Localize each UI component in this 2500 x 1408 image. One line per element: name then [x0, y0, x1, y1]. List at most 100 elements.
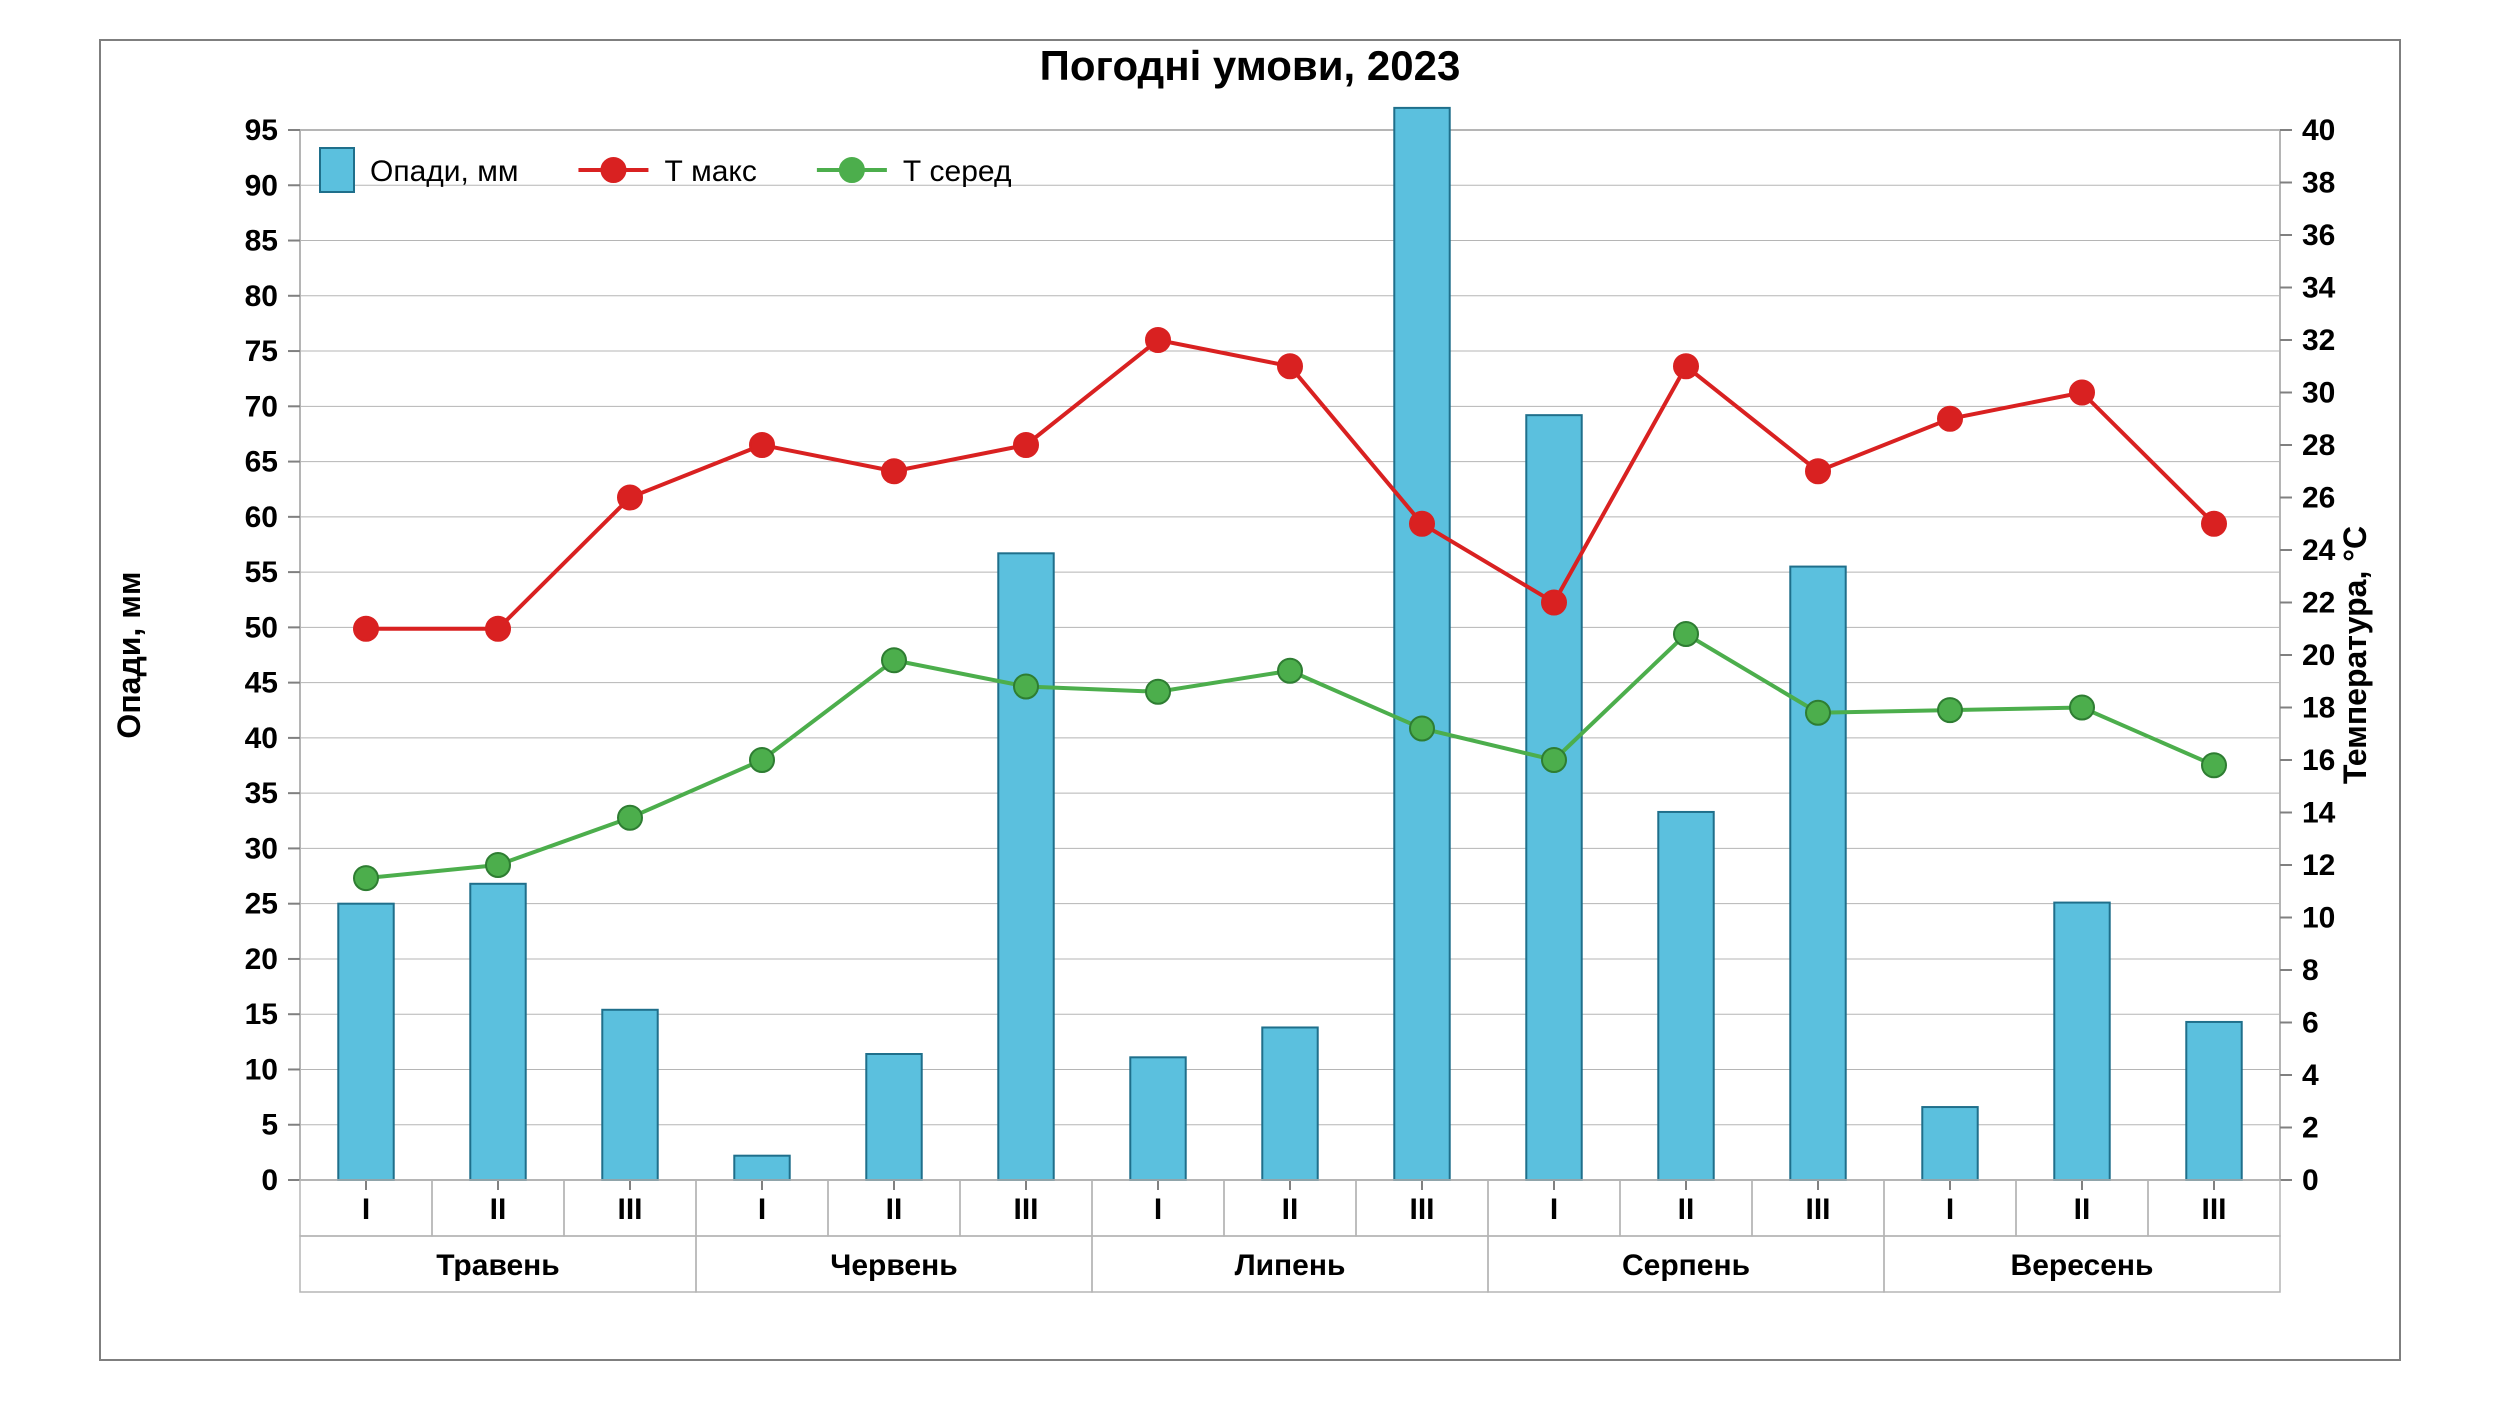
tavg-marker	[1542, 748, 1566, 772]
y-right-tick-label: 22	[2302, 587, 2335, 620]
x-decade-label: II	[1678, 1193, 1695, 1226]
y-right-tick-label: 36	[2302, 219, 2335, 252]
bar-precip	[1526, 415, 1581, 1180]
y-right-tick-label: 0	[2302, 1164, 2319, 1197]
tavg-marker	[1278, 659, 1302, 683]
tavg-marker	[882, 648, 906, 672]
bar-precip	[1262, 1027, 1317, 1180]
y-left-tick-label: 85	[245, 225, 278, 258]
y-right-tick-label: 4	[2302, 1059, 2319, 1092]
tmax-marker	[1938, 407, 1962, 431]
tmax-marker	[1410, 512, 1434, 536]
x-decade-label: I	[1550, 1193, 1558, 1226]
legend-swatch-marker	[840, 158, 864, 182]
x-decade-label: II	[490, 1193, 507, 1226]
tmax-marker	[2202, 512, 2226, 536]
x-month-label: Червень	[830, 1249, 957, 1282]
y-left-tick-label: 55	[245, 556, 278, 589]
tmax-marker	[2070, 381, 2094, 405]
bar-precip	[2054, 903, 2109, 1180]
legend-item: Опади, мм	[320, 148, 518, 192]
tavg-marker	[618, 806, 642, 830]
tmax-marker	[1806, 459, 1830, 483]
y-right-tick-label: 10	[2302, 902, 2335, 935]
tavg-marker	[1146, 680, 1170, 704]
y-right-tick-label: 12	[2302, 849, 2335, 882]
y-left-tick-label: 10	[245, 1053, 278, 1086]
tmax-marker	[1278, 354, 1302, 378]
tavg-marker	[1938, 698, 1962, 722]
legend-label: Опади, мм	[370, 155, 518, 188]
x-decade-label: III	[1805, 1193, 1830, 1226]
x-month-label: Серпень	[1622, 1249, 1750, 1282]
y-left-tick-label: 40	[245, 722, 278, 755]
bar-precip	[734, 1156, 789, 1180]
y-right-tick-label: 14	[2302, 797, 2336, 830]
y-left-tick-label: 75	[245, 335, 278, 368]
tmax-marker	[618, 486, 642, 510]
legend-label: Т макс	[664, 155, 756, 188]
tmax-marker	[1146, 328, 1170, 352]
bar-precip	[1922, 1107, 1977, 1180]
x-decade-label: II	[2074, 1193, 2091, 1226]
y-right-tick-label: 30	[2302, 377, 2335, 410]
x-decade-label: III	[1409, 1193, 1434, 1226]
legend-label: Т серед	[903, 155, 1012, 188]
bar-precip	[866, 1054, 921, 1180]
bar-precip	[1790, 567, 1845, 1180]
legend-swatch-bar	[320, 148, 354, 192]
y-right-tick-label: 38	[2302, 167, 2335, 200]
x-decade-label: III	[2201, 1193, 2226, 1226]
y-left-tick-label: 50	[245, 611, 278, 644]
plot-area	[300, 130, 2280, 1180]
y-left-tick-label: 15	[245, 998, 278, 1031]
y-left-tick-label: 25	[245, 888, 278, 921]
x-decade-label: II	[886, 1193, 903, 1226]
x-decade-label: I	[362, 1193, 370, 1226]
tavg-marker	[2070, 696, 2094, 720]
y-right-tick-label: 26	[2302, 482, 2335, 515]
y-left-tick-label: 5	[261, 1109, 278, 1142]
tavg-marker	[1410, 717, 1434, 741]
tavg-marker	[1674, 622, 1698, 646]
chart-container: Погодні умови, 2023051015202530354045505…	[0, 0, 2500, 1408]
y-left-tick-label: 0	[261, 1164, 278, 1197]
x-decade-label: I	[1154, 1193, 1162, 1226]
tavg-marker	[486, 853, 510, 877]
tmax-marker	[882, 459, 906, 483]
y-right-tick-label: 28	[2302, 429, 2335, 462]
tmax-marker	[486, 617, 510, 641]
tmax-marker	[750, 433, 774, 457]
chart-svg: Погодні умови, 2023051015202530354045505…	[0, 0, 2500, 1408]
x-month-label: Липень	[1235, 1249, 1346, 1282]
y-left-tick-label: 70	[245, 390, 278, 423]
bar-precip	[338, 904, 393, 1180]
y-left-tick-label: 45	[245, 667, 278, 700]
x-decade-label: I	[758, 1193, 766, 1226]
y-right-tick-label: 34	[2302, 272, 2336, 305]
x-month-label: Вересень	[2011, 1249, 2154, 1282]
y-left-tick-label: 90	[245, 169, 278, 202]
bar-precip	[470, 884, 525, 1180]
x-decade-label: III	[1013, 1193, 1038, 1226]
y-left-tick-label: 80	[245, 280, 278, 313]
bar-precip	[602, 1010, 657, 1180]
tmax-marker	[354, 617, 378, 641]
bar-precip	[1394, 108, 1449, 1180]
x-month-label: Травень	[436, 1249, 560, 1282]
y-right-tick-label: 24	[2302, 534, 2336, 567]
y-right-tick-label: 20	[2302, 639, 2335, 672]
tmax-marker	[1542, 591, 1566, 615]
bar-precip	[1130, 1057, 1185, 1180]
y-right-tick-label: 32	[2302, 324, 2335, 357]
y-left-axis-label: Опади, мм	[111, 571, 147, 738]
y-right-axis-label: Температура, °С	[2337, 526, 2373, 784]
bar-precip	[2186, 1022, 2241, 1180]
bar-precip	[998, 553, 1053, 1180]
tavg-marker	[2202, 753, 2226, 777]
y-left-tick-label: 35	[245, 777, 278, 810]
y-right-tick-label: 2	[2302, 1112, 2319, 1145]
y-right-tick-label: 8	[2302, 954, 2319, 987]
x-decade-label: II	[1282, 1193, 1299, 1226]
y-left-tick-label: 60	[245, 501, 278, 534]
